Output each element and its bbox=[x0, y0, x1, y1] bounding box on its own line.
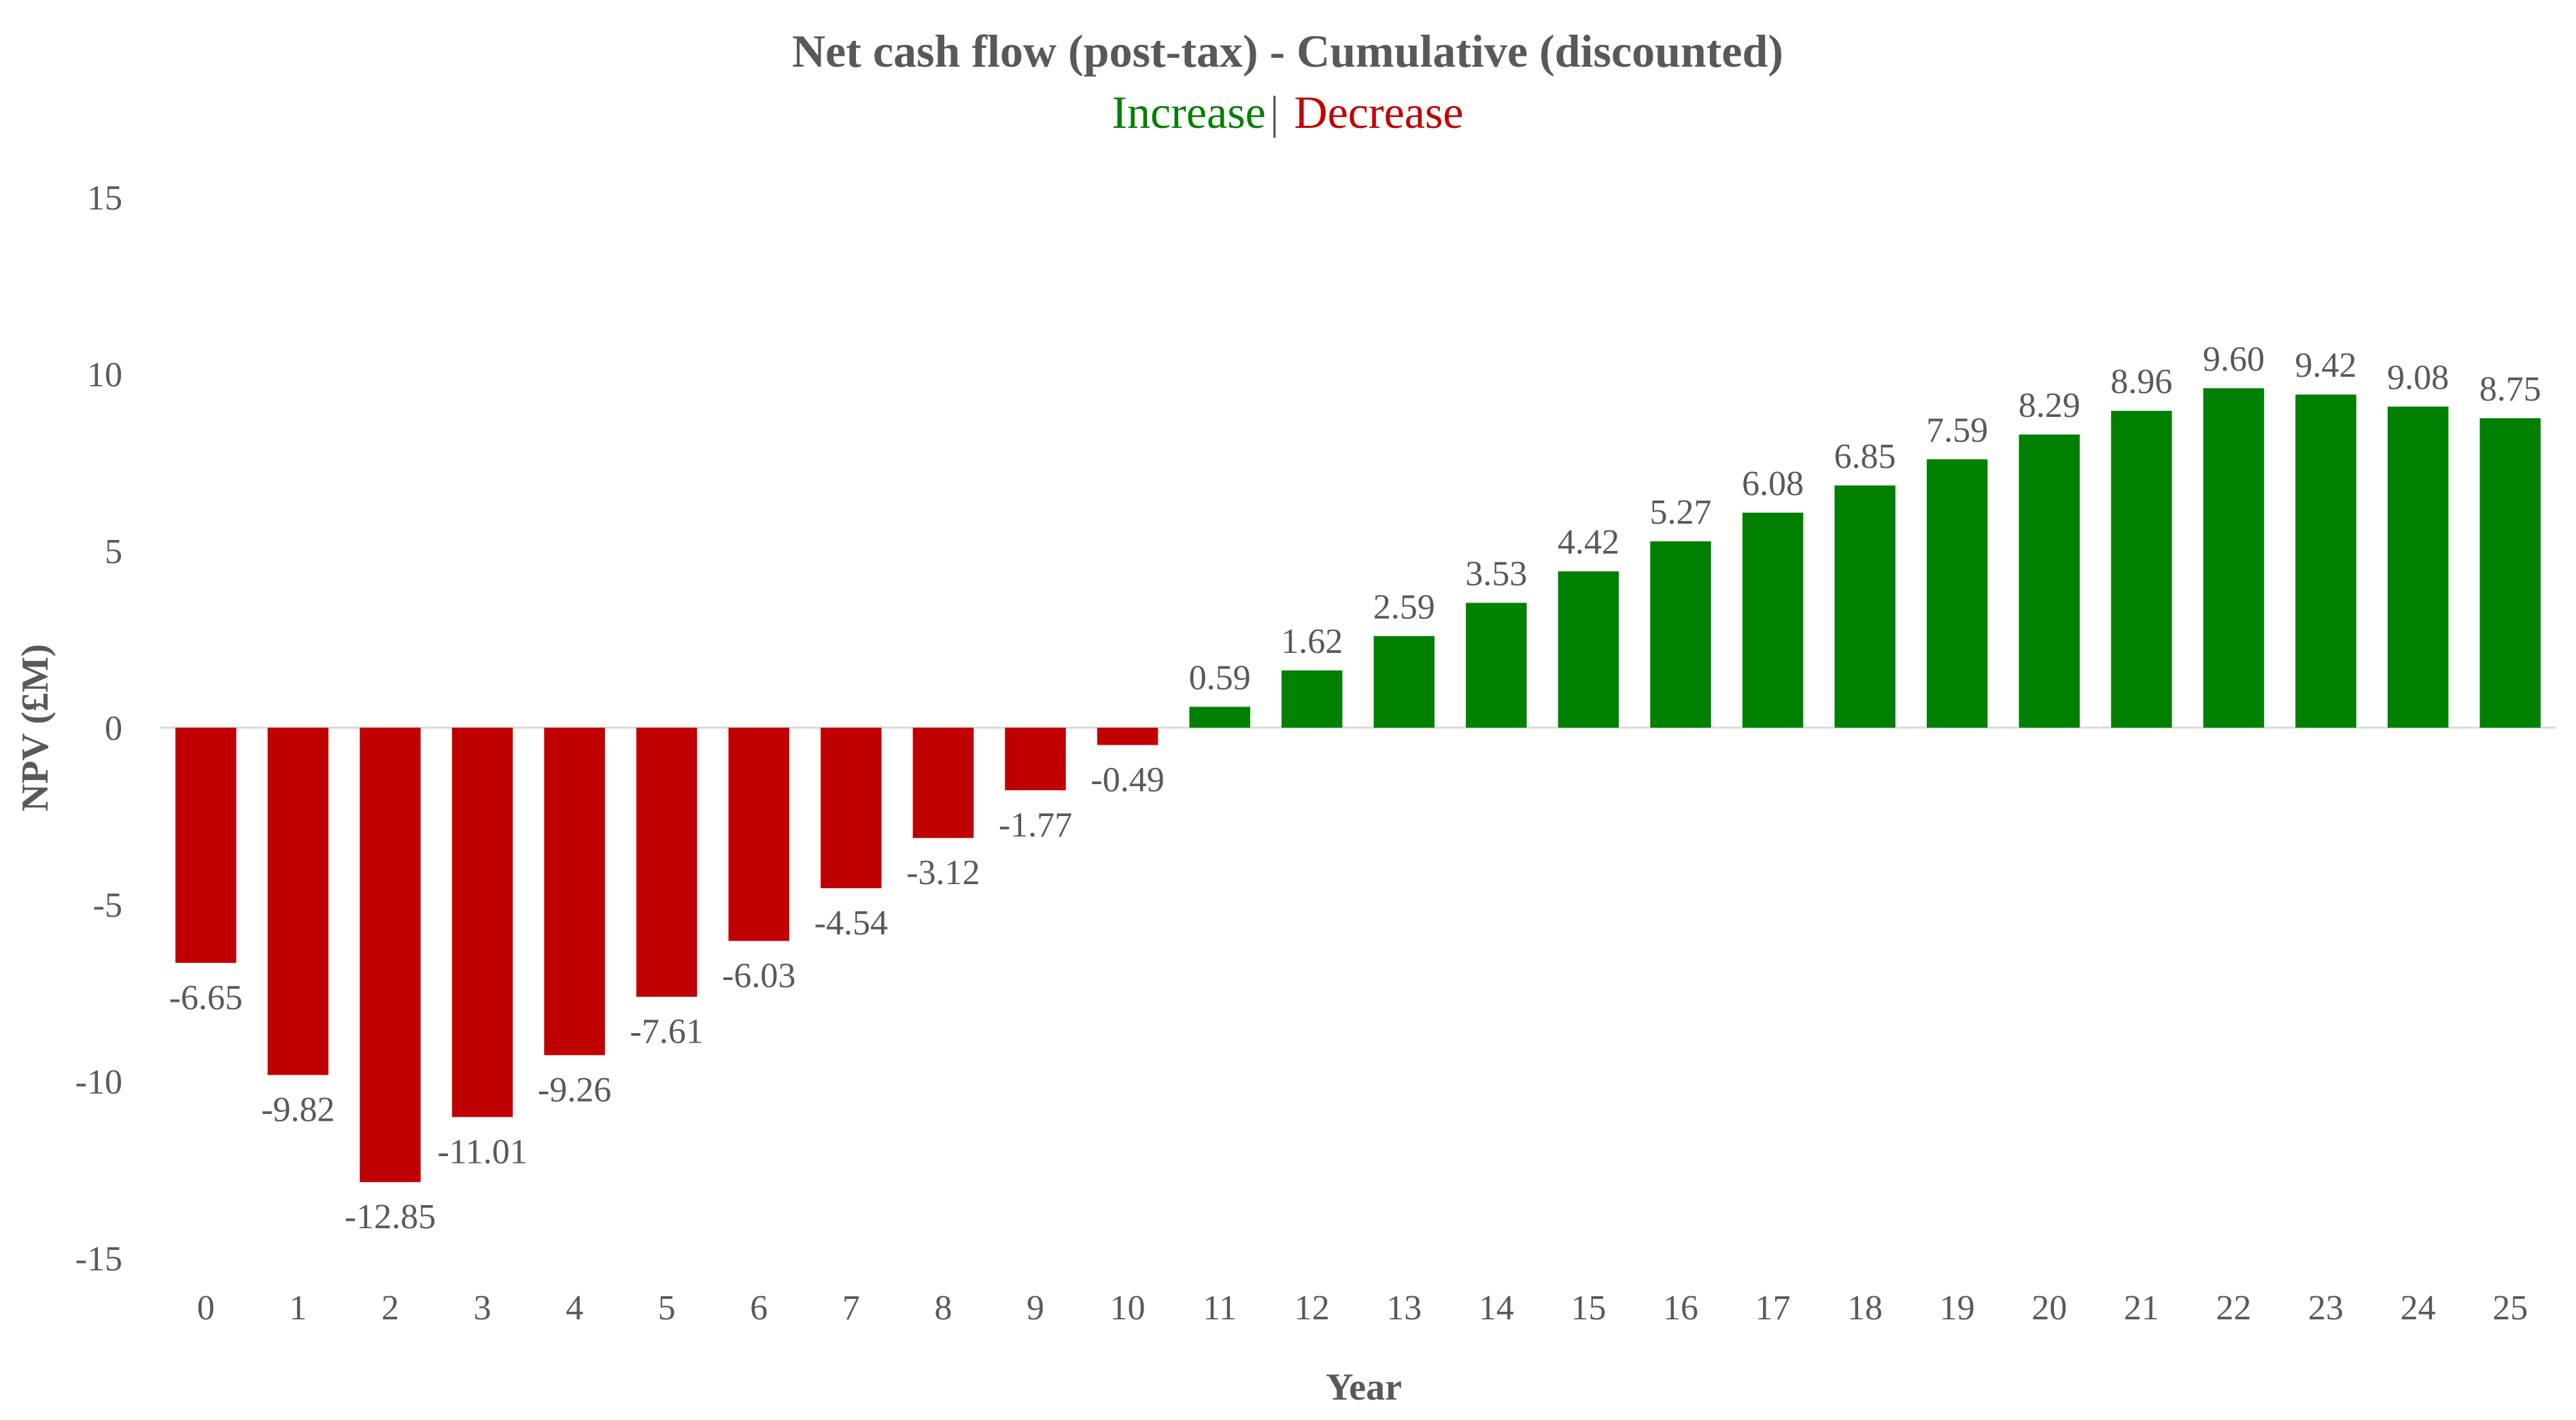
data-label: -9.26 bbox=[538, 1071, 611, 1110]
x-tick-label: 9 bbox=[1027, 1289, 1044, 1328]
bar-year-4 bbox=[544, 728, 605, 1055]
bar-year-24 bbox=[2387, 406, 2449, 728]
y-tick-label: 10 bbox=[87, 356, 122, 394]
data-label: -6.65 bbox=[169, 979, 243, 1017]
data-label: 9.42 bbox=[2295, 346, 2357, 385]
bar-year-10 bbox=[1097, 728, 1158, 745]
x-tick-label: 7 bbox=[842, 1289, 860, 1328]
data-label: -4.54 bbox=[814, 904, 888, 943]
bar-year-23 bbox=[2295, 394, 2356, 728]
x-axis-ticks: 0 1 2 3 4 5 6 7 8 9 10 11 12 13 14 15 16 17 18 19 20 21 22 23 24… bbox=[197, 1289, 2528, 1328]
y-tick-label: -15 bbox=[75, 1240, 122, 1279]
bar-year-17 bbox=[1742, 512, 1804, 728]
chart-subtitle: Increase| Decrease bbox=[1112, 86, 1463, 138]
subtitle-separator: | bbox=[1270, 86, 1280, 138]
x-tick-label: 10 bbox=[1110, 1289, 1146, 1328]
x-tick-label: 2 bbox=[381, 1289, 399, 1328]
data-label: -3.12 bbox=[906, 853, 980, 892]
data-label: -1.77 bbox=[999, 806, 1072, 845]
x-tick-label: 25 bbox=[2492, 1289, 2528, 1328]
bar-year-18 bbox=[1834, 485, 1895, 728]
data-label: 6.85 bbox=[1834, 437, 1896, 476]
bar-year-14 bbox=[1466, 603, 1527, 728]
y-tick-label: 5 bbox=[105, 532, 122, 571]
data-label: -6.03 bbox=[722, 957, 795, 996]
bar-year-6 bbox=[728, 728, 789, 941]
x-tick-label: 1 bbox=[289, 1289, 307, 1328]
x-tick-label: 18 bbox=[1847, 1289, 1883, 1328]
data-label: 9.60 bbox=[2203, 340, 2265, 379]
chart-title: Net cash flow (post-tax) - Cumulative (d… bbox=[792, 25, 1783, 77]
y-tick-label: -5 bbox=[93, 886, 122, 925]
data-label: -0.49 bbox=[1090, 760, 1164, 799]
x-tick-label: 17 bbox=[1755, 1289, 1791, 1328]
data-labels: -6.65 -9.82 -12.85-11.01 -9.26 -7.61 -6.03 -4.… bbox=[169, 340, 2541, 1236]
x-tick-label: 5 bbox=[658, 1289, 676, 1328]
data-label: 7.59 bbox=[1926, 411, 1988, 450]
x-tick-label: 0 bbox=[197, 1289, 215, 1328]
data-label: 9.08 bbox=[2387, 358, 2449, 397]
bar-year-1 bbox=[267, 728, 329, 1075]
bar-year-2 bbox=[360, 728, 421, 1183]
data-label: 4.42 bbox=[1558, 523, 1619, 562]
bar-year-9 bbox=[1005, 728, 1066, 791]
bar-year-15 bbox=[1558, 571, 1619, 728]
x-axis-title: Year bbox=[1326, 1366, 1402, 1408]
x-tick-label: 20 bbox=[2031, 1289, 2067, 1328]
bar-year-21 bbox=[2111, 411, 2172, 728]
bar-year-19 bbox=[1927, 459, 1988, 728]
data-label: 3.53 bbox=[1465, 554, 1527, 593]
bar-year-13 bbox=[1373, 636, 1435, 728]
bar-year-11 bbox=[1189, 707, 1250, 728]
x-tick-label: 16 bbox=[1663, 1289, 1698, 1328]
x-tick-label: 21 bbox=[2124, 1289, 2159, 1328]
data-label: -7.61 bbox=[630, 1013, 704, 1051]
data-label: 1.62 bbox=[1281, 622, 1343, 661]
x-tick-label: 19 bbox=[1940, 1289, 1975, 1328]
data-label: -11.01 bbox=[437, 1133, 527, 1172]
y-axis-title: NPV (£M) bbox=[14, 644, 56, 811]
bar-year-8 bbox=[912, 728, 974, 839]
bar-year-20 bbox=[2019, 434, 2080, 728]
x-tick-label: 6 bbox=[750, 1289, 768, 1328]
data-label: 6.08 bbox=[1742, 464, 1804, 503]
data-label: -9.82 bbox=[261, 1091, 334, 1130]
data-label: 2.59 bbox=[1373, 588, 1435, 626]
y-tick-label: 15 bbox=[87, 179, 122, 218]
data-label: 5.27 bbox=[1650, 493, 1712, 532]
data-label: 8.29 bbox=[2019, 386, 2080, 425]
y-tick-label: -10 bbox=[75, 1063, 122, 1102]
x-tick-label: 3 bbox=[474, 1289, 492, 1328]
data-label: -12.85 bbox=[345, 1198, 436, 1236]
subtitle-increase: Increase bbox=[1112, 86, 1265, 138]
bar-year-7 bbox=[821, 728, 882, 889]
data-label: 8.96 bbox=[2110, 362, 2172, 401]
bar-year-16 bbox=[1650, 541, 1711, 728]
y-axis-ticks: 15 10 5 0 -5 -10 -15 bbox=[75, 179, 122, 1279]
bar-year-3 bbox=[451, 728, 513, 1117]
x-tick-label: 4 bbox=[566, 1289, 583, 1328]
x-tick-label: 12 bbox=[1294, 1289, 1330, 1328]
x-tick-label: 14 bbox=[1479, 1289, 1514, 1328]
x-tick-label: 11 bbox=[1203, 1289, 1237, 1328]
x-tick-label: 15 bbox=[1570, 1289, 1606, 1328]
data-label: 0.59 bbox=[1189, 658, 1251, 697]
x-tick-label: 24 bbox=[2401, 1289, 2436, 1328]
data-label: 8.75 bbox=[2479, 370, 2541, 409]
bar-year-25 bbox=[2479, 418, 2541, 728]
y-tick-label: 0 bbox=[105, 709, 122, 748]
bar-year-0 bbox=[175, 728, 237, 963]
x-tick-label: 13 bbox=[1386, 1289, 1422, 1328]
bar-year-12 bbox=[1281, 670, 1343, 728]
bars bbox=[175, 388, 2541, 1183]
bar-year-22 bbox=[2203, 388, 2265, 728]
x-tick-label: 22 bbox=[2216, 1289, 2251, 1328]
subtitle-decrease: Decrease bbox=[1294, 86, 1463, 138]
bar-year-5 bbox=[636, 728, 698, 997]
x-tick-label: 8 bbox=[934, 1289, 952, 1328]
x-tick-label: 23 bbox=[2308, 1289, 2343, 1328]
